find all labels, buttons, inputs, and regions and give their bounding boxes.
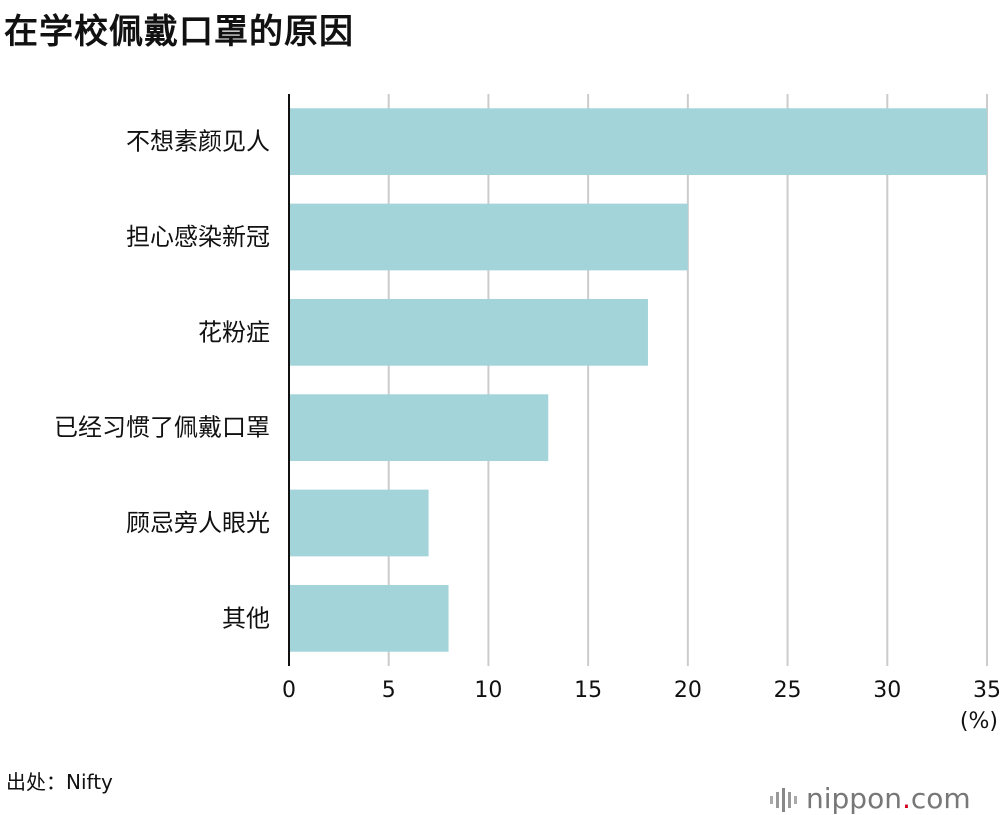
logo-name: nippon (806, 782, 902, 815)
x-tick-label: 20 (674, 678, 702, 703)
x-tick-label: 5 (382, 678, 396, 703)
logo-suffix: com (910, 782, 971, 815)
bar (289, 298, 648, 366)
bar (289, 394, 549, 462)
bar (289, 108, 987, 176)
category-label: 顾忌旁人眼光 (126, 509, 270, 537)
bars (289, 108, 987, 652)
category-label: 不想素颜见人 (126, 128, 270, 156)
nippon-logo: nippon.com (770, 782, 971, 815)
category-label: 其他 (222, 604, 270, 632)
x-tick-label: 35 (973, 678, 1000, 703)
x-tick-label: 30 (873, 678, 901, 703)
logo-dot: . (901, 782, 911, 815)
bar (289, 584, 449, 652)
tick-labels: 0 5 10 15 20 25 30 35 (282, 678, 1000, 703)
category-label: 花粉症 (198, 318, 270, 346)
logo-bars-icon (770, 788, 797, 812)
bar (289, 489, 429, 557)
x-tick-label: 10 (474, 678, 502, 703)
x-unit-label: (%) (960, 709, 998, 734)
x-tick-label: 25 (774, 678, 802, 703)
x-tick-label: 0 (282, 678, 296, 703)
bar (289, 203, 688, 271)
x-tick-label: 15 (574, 678, 602, 703)
source-note: 出处：Nifty (6, 770, 113, 794)
category-label: 已经习惯了佩戴口罩 (54, 414, 270, 442)
chart-title: 在学校佩戴口罩的原因 (4, 12, 354, 52)
grid-lines (387, 94, 988, 666)
category-label: 担心感染新冠 (126, 223, 270, 251)
